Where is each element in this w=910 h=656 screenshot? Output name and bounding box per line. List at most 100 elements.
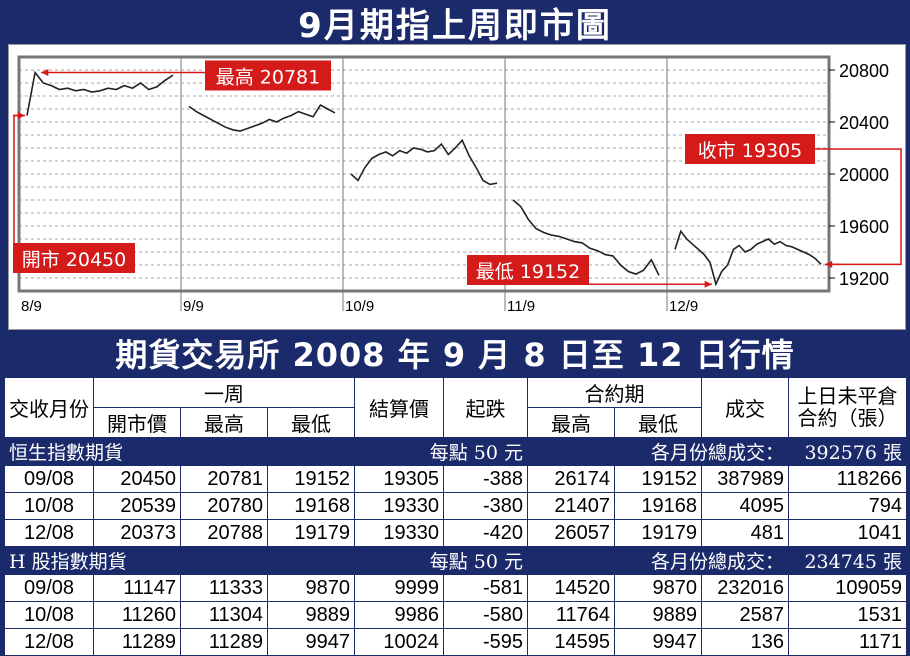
table-cell: 1171 (788, 628, 908, 656)
table-cell: -580 (443, 601, 529, 629)
table-cell: 20780 (180, 492, 268, 520)
table-cell: 20450 (93, 465, 181, 493)
table-row: 12/08 20373 20788 19179 19330 -420 26057 19179 4… (4, 519, 908, 547)
section-total-label: 各月份總成交： (527, 437, 790, 466)
table-cell: 9999 (354, 574, 445, 602)
futures-quote-table: 交收月份 一周 結算價 起跌 合約期 成交 上日未平倉 合約（張） 開市價 最高… (4, 377, 908, 656)
header-change: 起跌 (443, 377, 529, 438)
close-annotation-label: 收市 19305 (698, 140, 802, 162)
table-cell: -581 (443, 574, 529, 602)
high-annotation-arrowhead (41, 68, 49, 76)
table-cell: 11147 (93, 574, 181, 602)
header-oi-line2: 合約（張） (797, 407, 898, 430)
table-cell: -595 (443, 628, 529, 656)
table-cell: 2587 (701, 601, 790, 629)
table-cell: 20539 (93, 492, 181, 520)
table-cell: 9947 (614, 628, 703, 656)
header-row-2: 開市價 最高 最低 最高 最低 (5, 407, 907, 438)
table-cell: 19179 (266, 519, 356, 547)
header-cp-high: 最高 (527, 407, 616, 438)
y-tick-label: 19600 (839, 217, 889, 237)
low-annotation-label: 最低 19152 (476, 261, 580, 283)
table-cell: 09/08 (4, 465, 94, 493)
table-cell: 9870 (266, 574, 356, 602)
table-cell: 10/08 (4, 601, 94, 629)
chart-panel: 19200 19600 20000 20400 20800 8/9 9/9 10/9 11/9 1… (8, 44, 906, 330)
table-row: 09/08 20450 20781 19152 19305 -388 26174 19152 3… (4, 465, 908, 493)
section-name: 恒生指數期貨 (4, 437, 268, 466)
table-cell: 232016 (701, 574, 790, 602)
table-cell: 21407 (527, 492, 616, 520)
section-total-label: 各月份總成交： (527, 546, 790, 575)
table-cell: 481 (701, 519, 790, 547)
table-cell: 19168 (614, 492, 703, 520)
table-cell: 109059 (788, 574, 908, 602)
intraday-chart: 19200 19600 20000 20400 20800 8/9 9/9 10/9 11/9 1… (13, 55, 902, 315)
section-header-row: 恒生指數期貨 每點 50 元各月份總成交： 392576 張 (4, 437, 908, 466)
header-row-1: 交收月份 一周 結算價 起跌 合約期 成交 上日未平倉 合約（張） (4, 377, 908, 438)
header-week: 一周 (92, 377, 356, 408)
header-oi-line1: 上日未平倉 (797, 385, 898, 408)
x-tick-label: 11/9 (507, 298, 535, 315)
table-cell: 12/08 (4, 628, 94, 656)
table-cell: 11289 (93, 628, 181, 656)
header-settle: 結算價 (354, 377, 445, 438)
table-cell: 19168 (266, 492, 356, 520)
section-total: 234745 張 (788, 546, 908, 575)
low-annotation-arrowhead (704, 280, 712, 288)
table-cell: 4095 (701, 492, 790, 520)
table-cell: -380 (443, 492, 529, 520)
open-annotation-box (13, 243, 135, 273)
table-cell: 20788 (180, 519, 268, 547)
section-header-row: H 股指數期貨 每點 50 元各月份總成交： 234745 張 (4, 546, 908, 575)
x-tick-label: 12/9 (669, 298, 698, 315)
table-cell: 26057 (527, 519, 616, 547)
y-tick-label: 20400 (839, 113, 889, 133)
table-cell: 19179 (614, 519, 703, 547)
table-cell: 19152 (266, 465, 356, 493)
table-cell: 11333 (180, 574, 268, 602)
table-row: 09/08 11147 11333 9870 9999 -581 14520 9870 2320… (4, 574, 908, 602)
chart-title: 9月期指上周即市圖 (298, 5, 612, 46)
table-cell: 20781 (180, 465, 268, 493)
table-cell: 9889 (266, 601, 356, 629)
close-annotation-box (685, 134, 815, 164)
header-high: 最高 (180, 407, 268, 438)
y-tick-label: 19200 (839, 269, 889, 289)
table-cell: 11764 (527, 601, 616, 629)
y-tick-label: 20800 (839, 61, 889, 81)
header-open-interest: 上日未平倉 合約（張） (788, 377, 908, 438)
table-cell: 12/08 (4, 519, 94, 547)
table-cell: -420 (443, 519, 529, 547)
header-low: 最低 (266, 407, 356, 438)
high-annotation-box (205, 60, 331, 91)
header-month: 交收月份 (4, 377, 94, 438)
table-cell: 1531 (788, 601, 908, 629)
low-annotation-box (467, 255, 589, 285)
header-contract-period: 合約期 (527, 377, 703, 408)
table-row: 12/08 11289 11289 9947 10024 -595 14595 9947 136… (4, 628, 908, 656)
high-annotation-label: 最高 20781 (216, 66, 320, 88)
table-cell: 387989 (701, 465, 790, 493)
table-cell: 10024 (354, 628, 445, 656)
y-tick-label: 20000 (839, 165, 889, 185)
price-line-day-3 (350, 138, 498, 186)
table-title-bar: 期貨交易所 2008 年 9 月 8 日至 12 日行情 (0, 331, 910, 375)
table-cell: 9986 (354, 601, 445, 629)
table-cell: 136 (701, 628, 790, 656)
table-cell: 09/08 (4, 574, 94, 602)
table-cell: 9870 (614, 574, 703, 602)
open-annotation-arrowhead (17, 112, 25, 119)
table-cell: 11304 (180, 601, 268, 629)
table-cell: 9889 (614, 601, 703, 629)
price-line-day-4 (512, 199, 660, 276)
price-line-day-5 (674, 229, 822, 287)
table-cell: 14595 (527, 628, 616, 656)
table-cell: 26174 (527, 465, 616, 493)
section-unit: 每點 50 元 (266, 546, 529, 575)
price-line-day-2 (188, 104, 336, 132)
open-annotation-label: 開市 20450 (22, 249, 126, 271)
table-cell: 19330 (354, 519, 445, 547)
section-name: H 股指數期貨 (4, 546, 268, 575)
